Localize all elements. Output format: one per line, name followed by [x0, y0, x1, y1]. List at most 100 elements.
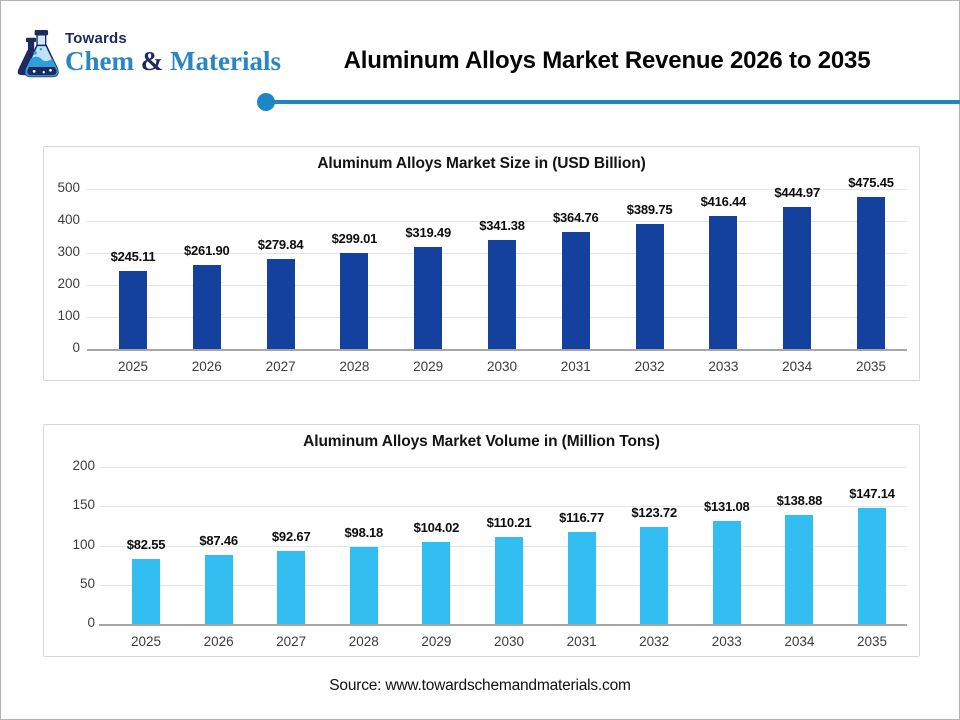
chart-title: Aluminum Alloys Market Volume in (Millio… — [303, 433, 660, 450]
x-tick-label: 2028 — [339, 359, 370, 374]
bar-value-label: $131.08 — [704, 499, 750, 515]
x-tick-label: 2027 — [276, 634, 307, 649]
bar — [495, 537, 523, 624]
bar — [192, 265, 221, 349]
bar — [422, 542, 451, 624]
bar-value-label: $245.11 — [110, 248, 156, 264]
bar — [567, 532, 596, 624]
x-tick-label: 2034 — [782, 359, 813, 374]
x-tick-label: 2025 — [130, 634, 162, 649]
y-tick-label: 0 — [87, 615, 95, 630]
bar-value-label: $319.49 — [405, 224, 451, 240]
bar-value-label: $82.55 — [126, 537, 166, 553]
bar-value-label: $116.77 — [559, 510, 605, 526]
y-tick-label: 100 — [57, 308, 80, 323]
bar — [266, 259, 295, 349]
brand-chem: Chem — [65, 46, 134, 76]
gridline — [99, 506, 907, 508]
bar-value-label: $279.84 — [257, 237, 304, 253]
y-tick-label: 150 — [72, 497, 95, 513]
bar — [858, 508, 886, 624]
x-tick-label: 2030 — [486, 359, 518, 374]
x-axis-line — [87, 349, 907, 351]
x-tick-label: 2032 — [634, 359, 665, 374]
x-tick-label: 2031 — [566, 634, 597, 649]
brand-ampersand: & — [134, 46, 170, 76]
bar-value-label: $364.76 — [553, 210, 599, 226]
bar-value-label: $92.67 — [271, 529, 311, 545]
bar-value-label: $123.72 — [631, 504, 677, 520]
x-tick-label: 2031 — [560, 359, 591, 374]
bar — [414, 246, 443, 349]
bar-value-label: $444.97 — [774, 184, 820, 200]
bar — [277, 551, 306, 624]
gridline — [99, 467, 907, 468]
x-tick-label: 2025 — [117, 359, 149, 374]
x-tick-label: 2027 — [265, 359, 296, 374]
bar — [119, 270, 147, 349]
x-tick-label: 2035 — [855, 359, 887, 374]
brand-top-text: Towards — [65, 30, 127, 47]
bar-value-label: $87.46 — [199, 533, 238, 549]
y-tick-label: 50 — [79, 575, 95, 591]
bar-value-label: $341.38 — [479, 217, 525, 233]
bar — [204, 555, 233, 624]
flask-icon — [17, 30, 59, 78]
brand-logo: Towards Chem & Materials — [15, 27, 281, 81]
x-tick-label: 2032 — [639, 634, 670, 649]
y-tick-label: 200 — [57, 276, 80, 291]
bar-value-label: $104.02 — [413, 520, 460, 536]
x-tick-label: 2029 — [413, 359, 444, 374]
bar — [340, 253, 369, 349]
bar-value-label: $416.44 — [700, 193, 747, 209]
y-tick-label: 500 — [57, 180, 80, 195]
bar-value-label: $147.14 — [849, 486, 895, 502]
bar — [783, 206, 812, 349]
x-tick-label: 2026 — [191, 359, 222, 374]
x-tick-label: 2033 — [711, 634, 742, 649]
x-tick-label: 2026 — [203, 634, 234, 649]
y-tick-label: 100 — [72, 536, 95, 552]
y-tick-label: 200 — [72, 458, 95, 473]
gridline — [87, 221, 907, 222]
y-tick-label: 400 — [57, 212, 80, 227]
x-tick-label: 2028 — [348, 634, 379, 649]
bar-value-label: $261.90 — [184, 243, 230, 259]
brand-main-text: Chem & Materials — [65, 48, 281, 75]
bar — [712, 521, 741, 624]
y-tick-label: 300 — [57, 244, 80, 259]
y-tick-label: 0 — [72, 340, 80, 355]
bar-value-label: $98.18 — [344, 524, 384, 540]
bar — [640, 526, 669, 624]
x-axis-line — [99, 624, 907, 626]
bar — [785, 514, 814, 624]
x-tick-label: 2033 — [708, 359, 739, 374]
bar — [709, 215, 738, 349]
bar-value-label: $138.88 — [776, 492, 823, 508]
chart-panel-market-volume: Aluminum Alloys Market Volume in (Millio… — [43, 424, 920, 657]
x-tick-label: 2030 — [493, 634, 525, 649]
bar — [349, 546, 378, 624]
header-divider-line — [266, 100, 960, 104]
bar — [635, 224, 664, 349]
bar-value-label: $475.45 — [848, 174, 894, 190]
x-tick-label: 2029 — [421, 634, 452, 649]
bar — [857, 196, 885, 349]
bar-value-label: $299.01 — [331, 231, 378, 247]
page-title: Aluminum Alloys Market Revenue 2026 to 2… — [343, 47, 871, 74]
header-divider-dot — [257, 93, 275, 111]
bar-value-label: $110.21 — [486, 515, 532, 531]
x-tick-label: 2035 — [856, 634, 888, 649]
bar — [488, 239, 516, 349]
bar — [561, 232, 590, 349]
source-text: Source: www.towardschemandmaterials.com — [329, 677, 631, 694]
x-tick-label: 2034 — [784, 634, 815, 649]
bar — [132, 559, 160, 624]
brand-wordmark: Towards Chem & Materials — [65, 31, 281, 75]
chart-title: Aluminum Alloys Market Size in (USD Bill… — [317, 155, 646, 172]
bar-value-label: $389.75 — [626, 202, 673, 218]
brand-materials: Materials — [170, 46, 281, 76]
chart-panel-market-size: Aluminum Alloys Market Size in (USD Bill… — [43, 146, 920, 381]
gridline — [87, 189, 907, 190]
